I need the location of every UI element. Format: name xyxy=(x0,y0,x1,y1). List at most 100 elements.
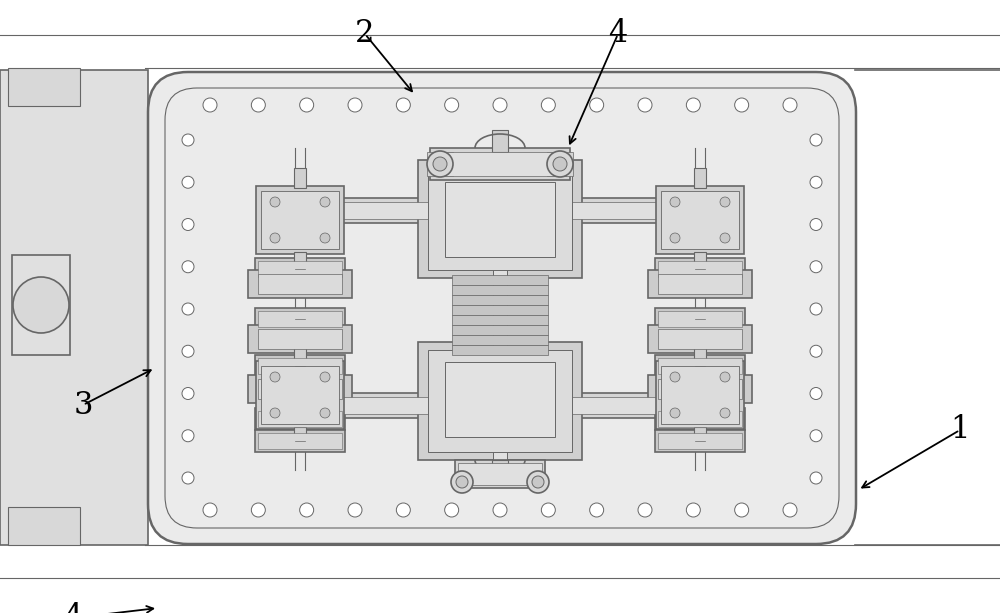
Circle shape xyxy=(251,98,265,112)
Bar xyxy=(694,343,706,363)
Circle shape xyxy=(590,98,604,112)
Bar xyxy=(452,295,548,305)
Bar xyxy=(255,355,345,377)
Text: 4: 4 xyxy=(63,603,83,613)
Bar xyxy=(694,168,706,188)
Circle shape xyxy=(348,98,362,112)
Bar xyxy=(655,430,745,452)
Bar xyxy=(294,252,306,272)
Bar xyxy=(455,460,545,488)
Bar xyxy=(255,308,345,330)
Bar xyxy=(258,379,342,399)
Bar xyxy=(648,270,752,298)
Bar xyxy=(492,130,508,152)
Bar xyxy=(658,358,742,374)
Bar xyxy=(256,186,344,254)
Bar xyxy=(452,305,548,315)
Bar xyxy=(430,148,570,180)
Bar xyxy=(648,375,752,403)
Bar xyxy=(434,152,566,176)
Bar xyxy=(283,202,717,219)
Circle shape xyxy=(493,503,507,517)
Bar xyxy=(294,427,306,447)
Circle shape xyxy=(320,197,330,207)
Bar xyxy=(418,342,582,460)
Circle shape xyxy=(541,503,555,517)
Bar xyxy=(428,350,572,452)
Bar xyxy=(658,311,742,327)
Circle shape xyxy=(251,503,265,517)
Text: 3: 3 xyxy=(73,389,93,421)
Bar xyxy=(445,182,555,257)
Circle shape xyxy=(547,151,573,177)
Bar xyxy=(8,507,80,545)
Circle shape xyxy=(720,408,730,418)
Bar xyxy=(258,358,342,374)
FancyBboxPatch shape xyxy=(148,72,856,544)
Bar xyxy=(452,345,548,355)
Bar xyxy=(452,335,548,345)
Circle shape xyxy=(670,372,680,382)
Bar xyxy=(261,191,339,249)
Circle shape xyxy=(493,98,507,112)
Circle shape xyxy=(300,98,314,112)
Circle shape xyxy=(638,98,652,112)
Circle shape xyxy=(810,218,822,230)
Circle shape xyxy=(590,503,604,517)
Bar xyxy=(258,329,342,349)
Circle shape xyxy=(451,471,473,493)
Bar xyxy=(493,148,507,478)
Bar xyxy=(452,285,548,295)
Bar xyxy=(258,311,342,327)
Bar xyxy=(255,258,345,280)
Circle shape xyxy=(270,408,280,418)
Bar xyxy=(655,408,745,430)
Circle shape xyxy=(182,177,194,188)
Bar xyxy=(445,362,555,437)
Circle shape xyxy=(320,233,330,243)
Bar xyxy=(694,427,706,447)
Bar xyxy=(452,315,548,325)
Circle shape xyxy=(541,98,555,112)
Circle shape xyxy=(686,503,700,517)
Circle shape xyxy=(445,503,459,517)
Circle shape xyxy=(638,503,652,517)
Circle shape xyxy=(182,345,194,357)
Circle shape xyxy=(456,476,468,488)
Circle shape xyxy=(348,503,362,517)
Bar xyxy=(458,463,542,485)
Circle shape xyxy=(270,197,280,207)
Bar xyxy=(658,274,742,294)
Circle shape xyxy=(686,98,700,112)
Circle shape xyxy=(670,408,680,418)
Circle shape xyxy=(810,345,822,357)
Bar xyxy=(283,397,717,414)
Bar xyxy=(658,411,742,427)
Circle shape xyxy=(810,177,822,188)
Bar xyxy=(280,393,720,418)
Circle shape xyxy=(783,98,797,112)
Bar xyxy=(255,408,345,430)
Bar xyxy=(656,186,744,254)
Bar xyxy=(452,275,548,285)
Circle shape xyxy=(320,372,330,382)
Circle shape xyxy=(182,134,194,146)
Bar xyxy=(0,70,148,545)
Circle shape xyxy=(270,233,280,243)
Circle shape xyxy=(810,472,822,484)
Circle shape xyxy=(445,98,459,112)
Circle shape xyxy=(783,503,797,517)
Bar xyxy=(261,366,339,424)
Bar xyxy=(258,274,342,294)
Circle shape xyxy=(433,157,447,171)
Circle shape xyxy=(396,98,410,112)
Bar xyxy=(655,258,745,280)
Text: 2: 2 xyxy=(355,18,375,50)
Circle shape xyxy=(553,157,567,171)
Bar xyxy=(694,252,706,272)
Circle shape xyxy=(13,277,69,333)
Circle shape xyxy=(182,261,194,273)
Bar xyxy=(658,329,742,349)
Circle shape xyxy=(670,233,680,243)
Circle shape xyxy=(527,471,549,493)
